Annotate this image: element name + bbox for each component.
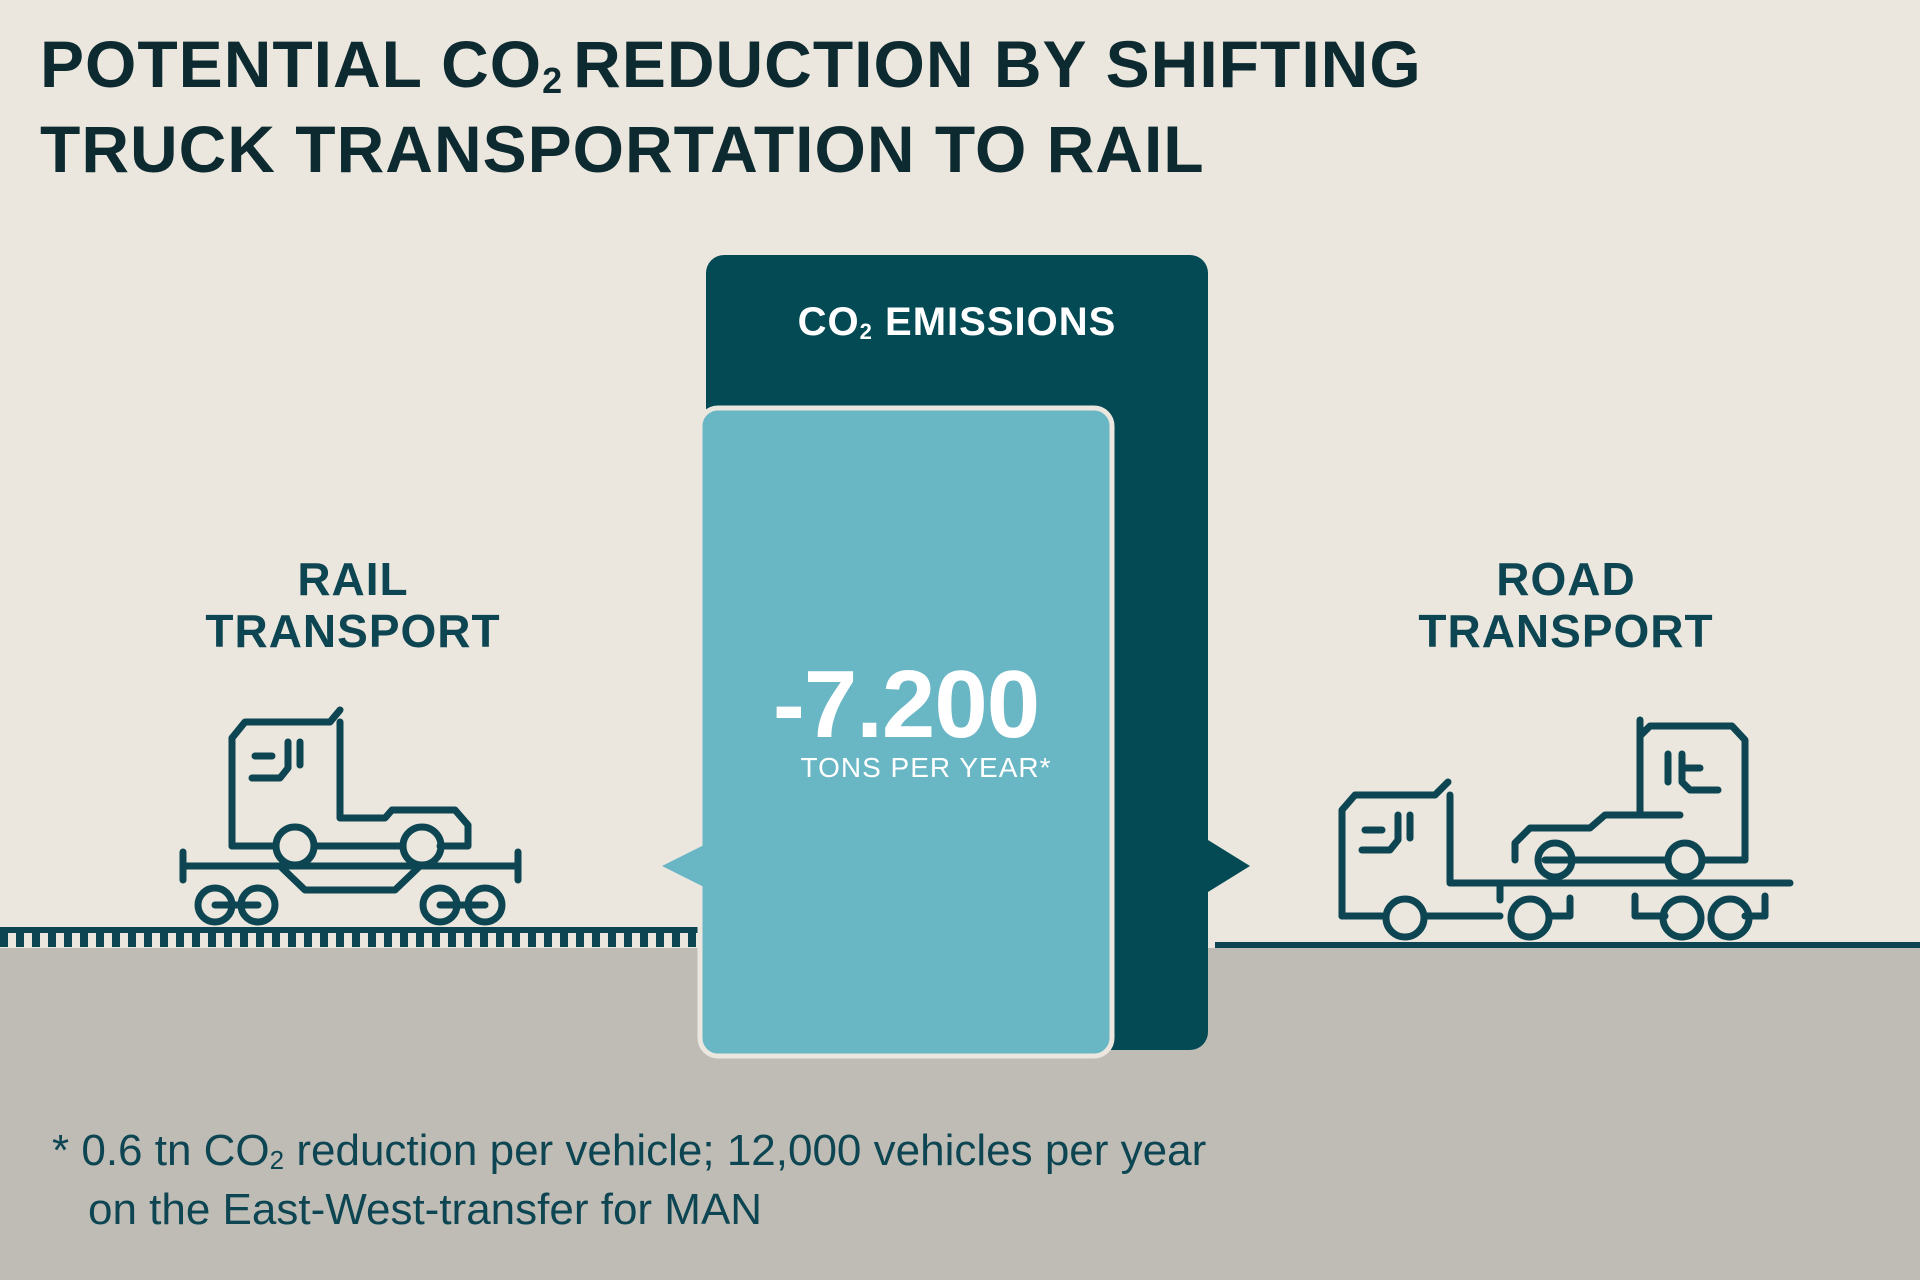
title-text-part2: REDUCTION BY SHIFTING	[573, 27, 1422, 101]
footnote-part1: * 0.6 tn CO	[52, 1126, 270, 1175]
train-with-truck-icon	[179, 706, 522, 926]
page-title: POTENTIAL CO2 REDUCTION BY SHIFTING TRUCK …	[40, 30, 1422, 183]
emissions-heading-subscript: 2	[859, 319, 873, 344]
road-label-line1: ROAD	[1496, 553, 1636, 605]
truck-with-car-icon	[1338, 716, 1794, 941]
road-transport-label: ROAD TRANSPORT	[1366, 553, 1766, 657]
footnote: * 0.6 tn CO2 reduction per vehicle; 12,0…	[52, 1126, 1206, 1235]
rail-label-line1: RAIL	[297, 553, 409, 605]
road-label-line2: TRANSPORT	[1418, 605, 1714, 657]
emissions-heading: CO2 EMISSIONS	[706, 300, 1208, 345]
rail-track	[0, 927, 700, 948]
reduction-value: -7.200	[772, 651, 1040, 758]
rail-transport-label: RAIL TRANSPORT	[153, 553, 553, 657]
footnote-subscript: 2	[269, 1145, 285, 1175]
title-text-part1: POTENTIAL CO	[40, 27, 543, 101]
title-subscript: 2	[542, 60, 564, 101]
reduction-unit: TONS PER YEAR*	[800, 752, 1052, 783]
footnote-part2: reduction per vehicle; 12,000 vehicles p…	[284, 1126, 1207, 1175]
emissions-heading-prefix: CO	[797, 300, 860, 344]
title-line2: TRUCK TRANSPORTATION TO RAIL	[40, 112, 1205, 186]
emissions-box-reduced	[662, 405, 1115, 1059]
emissions-heading-suffix: EMISSIONS	[872, 300, 1117, 344]
rail-label-line2: TRANSPORT	[205, 605, 501, 657]
footnote-line2: on the East-West-transfer for MAN	[88, 1185, 763, 1234]
